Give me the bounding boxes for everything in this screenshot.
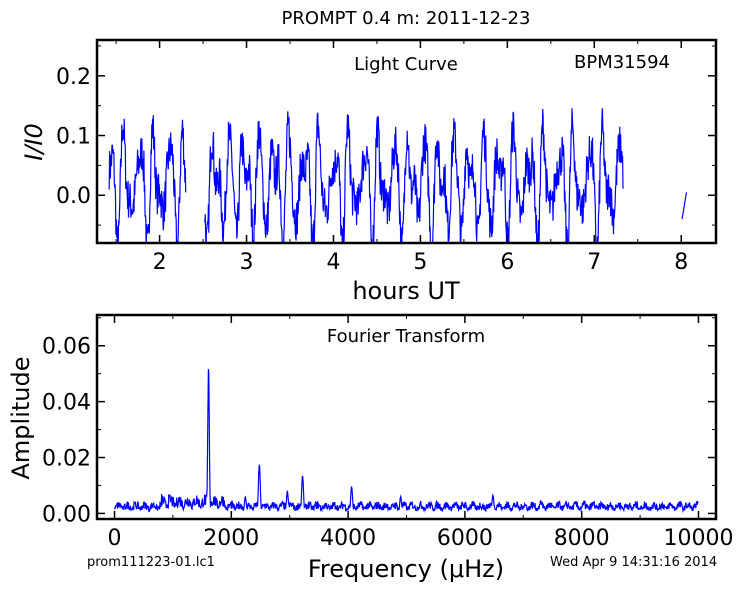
- light-curve-title: Light Curve: [354, 54, 458, 75]
- light-curve-ytick-label: 0.0: [56, 184, 91, 209]
- fourier-x-axis-label: Frequency (μHz): [308, 555, 504, 583]
- light-curve-xtick-label: 4: [326, 250, 340, 275]
- light-curve-series-segment-3: [681, 192, 687, 220]
- fourier-ytick-label: 0.04: [42, 391, 91, 416]
- fourier-ytick-label: 0.00: [42, 502, 91, 527]
- fourier-xtick-label: 0: [108, 526, 122, 551]
- fourier-ytick-label: 0.02: [42, 447, 91, 472]
- footer-filename: prom111223-01.lc1: [87, 555, 215, 570]
- light-curve-series-segment-1: [108, 115, 187, 243]
- light-curve-xtick-label: 5: [413, 250, 427, 275]
- fourier-xtick-label: 6000: [437, 526, 493, 551]
- light-curve-ytick-label: 0.1: [56, 125, 91, 150]
- footer-timestamp: Wed Apr 9 14:31:16 2014: [550, 555, 718, 570]
- fourier-xtick-label: 4000: [320, 526, 376, 551]
- light-curve-ytick-label: 0.2: [56, 65, 91, 90]
- fourier-ytick-label: 0.06: [42, 335, 91, 360]
- fourier-title: Fourier Transform: [327, 326, 485, 347]
- light-curve-xtick-label: 8: [674, 250, 688, 275]
- light-curve-series-segment-2: [204, 108, 624, 243]
- light-curve-xtick-label: 3: [240, 250, 254, 275]
- fourier-series-line: [113, 368, 699, 514]
- light-curve-y-axis-label: I/I0: [20, 123, 48, 161]
- figure-title: PROMPT 0.4 m: 2011-12-23: [281, 8, 531, 29]
- fourier-plot-area: [113, 368, 699, 514]
- light-curve-xtick-label: 7: [587, 250, 601, 275]
- fourier-y-axis-label: Amplitude: [7, 357, 35, 480]
- light-curve-plot-area: [108, 108, 687, 243]
- light-curve-xtick-label: 2: [153, 250, 167, 275]
- fourier-xtick-label: 8000: [554, 526, 610, 551]
- fourier-xtick-label: 2000: [203, 526, 259, 551]
- light-curve-xtick-label: 6: [500, 250, 514, 275]
- light-curve-x-axis-label: hours UT: [352, 277, 460, 305]
- light-curve-axes-frame: [95, 38, 718, 245]
- star-name-label: BPM31594: [574, 52, 670, 73]
- fourier-xtick-label: 10000: [663, 526, 733, 551]
